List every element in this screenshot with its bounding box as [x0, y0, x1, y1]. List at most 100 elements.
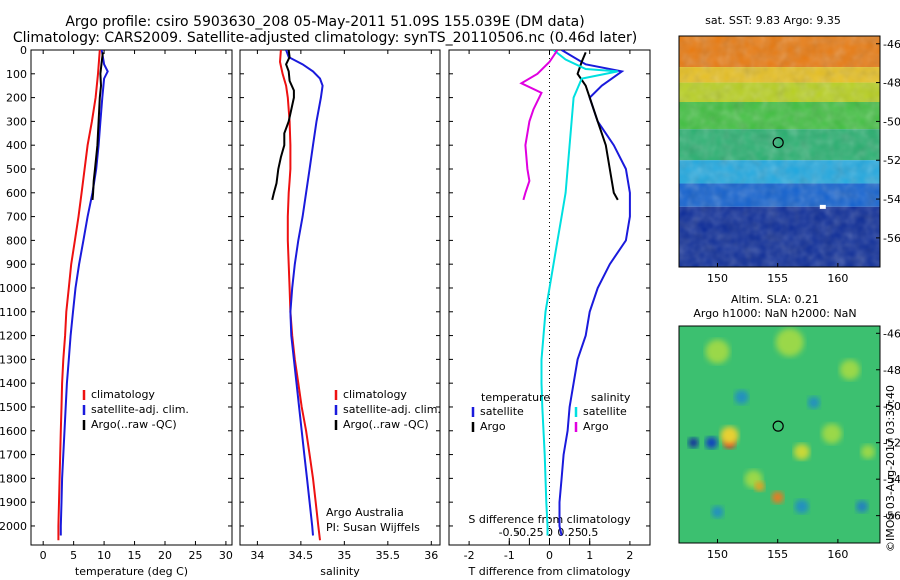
- depth-tick-label: 1600: [0, 425, 27, 438]
- salinity-legend-label: satellite-adj. clim.: [343, 403, 441, 416]
- sst-map-ytick-label: -50: [883, 115, 900, 128]
- salinity-legend-label: Argo(..raw -QC): [343, 418, 429, 431]
- differences-xtick-label: 1: [586, 549, 593, 562]
- sst-missing-data: [819, 204, 826, 209]
- sst-map-image: [679, 36, 880, 267]
- sla-map-xtick-label: 155: [767, 548, 788, 561]
- temperature-legend-label: climatology: [91, 388, 155, 401]
- depth-tick-label: 1800: [0, 472, 27, 485]
- sst-map-ytick-label: -46: [883, 38, 900, 51]
- sst-texture: [679, 36, 880, 267]
- diff-legend-label: Argo: [583, 420, 609, 433]
- depth-tick-label: 0: [20, 44, 27, 57]
- depth-tick-label: 200: [6, 92, 27, 105]
- sla-map-title: Altim. SLA: 0.21: [731, 293, 819, 306]
- temperature-line-climatology: [57, 50, 101, 541]
- salinity-xtick-label: 36: [424, 549, 438, 562]
- sla-feature: [860, 444, 875, 459]
- temperature-legend-label: Argo(..raw -QC): [91, 418, 177, 431]
- salinity-series-group: [271, 50, 324, 541]
- differences-xlabel: T difference from climatology: [468, 565, 631, 578]
- differences-line-salinity-satellite: [540, 50, 618, 536]
- sla-feature: [775, 328, 804, 357]
- sla-feature: [711, 506, 724, 518]
- temperature-axes-frame: [30, 49, 233, 546]
- sst-map-xtick-label: 160: [827, 272, 848, 285]
- sla-map-ytick-label: -50: [883, 400, 900, 413]
- depth-tick-label: 900: [6, 258, 27, 271]
- x2-tick-label: -0.5: [499, 526, 520, 539]
- differences-xtick-label: 2: [626, 549, 633, 562]
- sst-map-xtick-label: 155: [767, 272, 788, 285]
- temperature-line-satellite-adj-clim-: [59, 50, 109, 536]
- sst-map-ytick-label: -48: [883, 77, 900, 90]
- sst-map-ytick-label: -52: [883, 154, 900, 167]
- temperature-panel: 0 5 10 15 20 25 300100200300400500600700800900…: [0, 44, 233, 578]
- depth-tick-label: 2000: [0, 520, 27, 533]
- depth-tick-label: 1400: [0, 377, 27, 390]
- x2-tick-label: 0.25: [557, 526, 582, 539]
- differences-xtick-label: 0: [546, 549, 553, 562]
- sst-map-panel: 150 155 160 -46 -48 -50 -52 -54 -56 sat. SST: 9.8…: [678, 14, 900, 285]
- depth-tick-label: 1200: [0, 330, 27, 343]
- temperature-xtick-label: 15: [128, 549, 142, 562]
- sla-map-frame: [678, 325, 881, 544]
- sla-feature: [771, 491, 784, 504]
- sla-feature: [839, 359, 860, 380]
- sla-map-ytick-label: -56: [883, 510, 900, 523]
- depth-tick-label: 1900: [0, 496, 27, 509]
- figure-title-line1: Argo profile: csiro 5903630_208 05-May-2…: [65, 14, 585, 30]
- differences-line-salinity-argo: [519, 50, 559, 201]
- diff-legend-label: Argo: [480, 420, 506, 433]
- depth-tick-label: 600: [6, 187, 27, 200]
- sla-feature: [720, 426, 739, 445]
- differences-panel: -2 -1 0 1 2 T difference from climatology -0.5…: [448, 49, 651, 578]
- salinity-xtick-label: 34.5: [289, 549, 314, 562]
- temperature-xtick-label: 20: [158, 549, 172, 562]
- imos-credit: ©IMOS 03-Aug-2017 03:37:40: [884, 385, 897, 552]
- depth-tick-label: 1700: [0, 449, 27, 462]
- sla-feature: [821, 423, 842, 444]
- sla-feature: [734, 390, 749, 405]
- temperature-xtick-label: 30: [219, 549, 233, 562]
- sla-map-ytick-label: -46: [883, 327, 900, 340]
- depth-tick-label: 700: [6, 211, 27, 224]
- sla-map-argo-marker: [772, 420, 784, 432]
- depth-tick-label: 1500: [0, 401, 27, 414]
- temperature-line-argo-raw-qc-: [91, 52, 104, 200]
- x2-label: S difference from climatology: [468, 513, 631, 526]
- sla-map-ytick-label: -54: [883, 473, 900, 486]
- salinity-axes-frame: [239, 49, 441, 546]
- temperature-series-group: [57, 50, 109, 541]
- salinity-panel: 34 34.5 35 35.5 36 salinity climatology satelli…: [239, 49, 441, 578]
- x2-tick-label: 0: [546, 526, 553, 539]
- sla-map-image: [679, 326, 880, 543]
- sla-feature: [855, 500, 868, 513]
- depth-tick-label: 1300: [0, 353, 27, 366]
- temperature-xtick-label: 0: [40, 549, 47, 562]
- temperature-xtick-label: 5: [70, 549, 77, 562]
- depth-tick-label: 1000: [0, 282, 27, 295]
- temperature-legend-label: satellite-adj. clim.: [91, 403, 189, 416]
- sst-map-title: sat. SST: 9.83 Argo: 9.35: [705, 14, 841, 27]
- sla-feature: [688, 437, 699, 448]
- sla-map-ytick-label: -52: [883, 437, 900, 450]
- sla-map-panel: 150 155 160 -46 -48 -50 -52 -54 -56 Altim. SLA: 0…: [678, 293, 900, 561]
- depth-tick-label: 800: [6, 234, 27, 247]
- sst-map-ytick-label: -54: [883, 193, 900, 206]
- salinity-line-satellite-adj-clim-: [285, 50, 324, 536]
- salinity-xlabel: salinity: [320, 565, 360, 578]
- salinity-line-argo-raw-qc-: [271, 50, 295, 201]
- depth-tick-label: 500: [6, 163, 27, 176]
- diff-legend-label: satellite: [480, 405, 524, 418]
- sla-feature: [793, 443, 810, 460]
- sla-map-subtitle: Argo h1000: NaN h2000: NaN: [693, 307, 856, 320]
- sla-feature: [754, 481, 765, 492]
- x2-tick-label: 0.5: [581, 526, 599, 539]
- salinity-xtick-label: 35.5: [376, 549, 401, 562]
- salinity-legend-label: climatology: [343, 388, 407, 401]
- sla-map-xtick-label: 150: [707, 548, 728, 561]
- differences-line-temperature-argo: [576, 52, 619, 201]
